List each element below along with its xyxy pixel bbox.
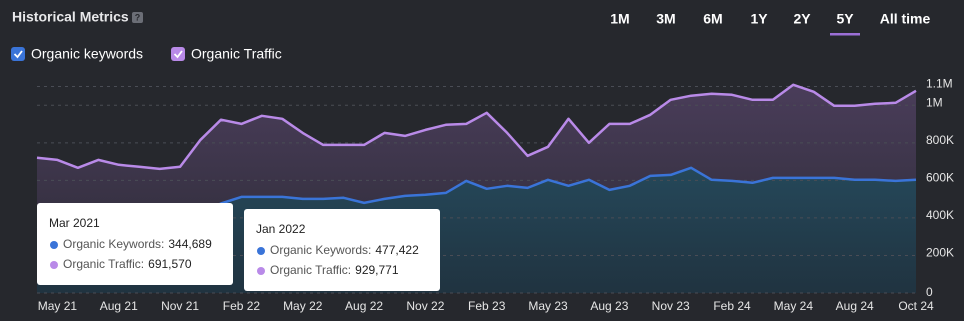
range-button[interactable]: 6M: [703, 11, 722, 27]
tooltip-dot: [257, 267, 265, 275]
y-tick-label: 800K: [926, 133, 954, 147]
y-tick-label: 1M: [926, 95, 943, 109]
y-tick-label: 200K: [926, 246, 954, 260]
tooltip-box: [244, 209, 440, 291]
tooltip-title: Jan 2022: [256, 222, 306, 236]
y-tick-label: 1.1M: [926, 77, 953, 91]
range-button[interactable]: All time: [880, 11, 931, 27]
x-tick-label: Aug 24: [836, 299, 874, 313]
checkmark: [13, 50, 23, 59]
line: [36, 83, 917, 171]
tooltip: Jan 2022 Organic Keywords: 477,422 Organic …: [244, 209, 440, 291]
range-button[interactable]: 1M: [610, 11, 629, 27]
tooltip-label: Organic Keywords:: [63, 237, 164, 251]
tooltip-dot: [257, 247, 265, 255]
x-tick-label: May 21: [38, 299, 78, 313]
tooltip-title: Mar 2021: [49, 216, 100, 230]
x-tick-label: Feb 24: [713, 299, 751, 313]
x-tick-label: Nov 22: [406, 299, 444, 313]
x-tick-label: Feb 23: [468, 299, 506, 313]
range-underline: [830, 33, 860, 36]
range-button[interactable]: 1Y: [750, 11, 768, 27]
range-button[interactable]: 5Y: [836, 11, 854, 27]
x-tick-label: May 23: [528, 299, 568, 313]
x-tick-label: Nov 21: [161, 299, 199, 313]
x-tick-label: Nov 23: [652, 299, 690, 313]
x-tick-label: Aug 22: [345, 299, 383, 313]
legend-label: Organic keywords: [31, 46, 143, 62]
tooltip-value: 929,771: [355, 263, 399, 277]
legend-item[interactable]: Organic keywords: [11, 46, 143, 62]
tooltip-label: Organic Traffic:: [270, 263, 351, 277]
legend-checkbox: [11, 47, 25, 61]
help-icon: ?: [135, 12, 141, 22]
y-tick-label: 600K: [926, 171, 954, 185]
tooltip-value: 344,689: [168, 237, 212, 251]
x-tick-label: May 22: [283, 299, 323, 313]
tooltip-dot: [50, 261, 58, 269]
x-tick-label: Aug 21: [100, 299, 138, 313]
help-box: [132, 12, 143, 23]
tooltip-value: 477,422: [375, 243, 419, 257]
tooltip-box: [37, 203, 233, 285]
y-tick-label: 400K: [926, 208, 954, 222]
tooltip-value: 691,570: [148, 257, 192, 271]
tooltip-dot: [50, 241, 58, 249]
title: Historical Metrics: [12, 9, 129, 25]
legend-item[interactable]: Organic Traffic: [171, 46, 282, 62]
range-button[interactable]: 3M: [656, 11, 675, 27]
checkmark: [173, 50, 183, 59]
y-tick-label: 0: [926, 285, 933, 299]
x-tick-label: Aug 23: [590, 299, 628, 313]
tooltip-label: Organic Traffic:: [63, 257, 144, 271]
tooltip: Mar 2021 Organic Keywords: 344,689 Organic …: [37, 203, 233, 285]
x-tick-label: Oct 24: [898, 299, 934, 313]
tooltip-label: Organic Keywords:: [270, 243, 371, 257]
range-button[interactable]: 2Y: [793, 11, 811, 27]
x-tick-label: May 24: [774, 299, 814, 313]
x-tick-label: Feb 22: [223, 299, 261, 313]
legend-checkbox: [171, 47, 185, 61]
legend-label: Organic Traffic: [191, 46, 282, 62]
